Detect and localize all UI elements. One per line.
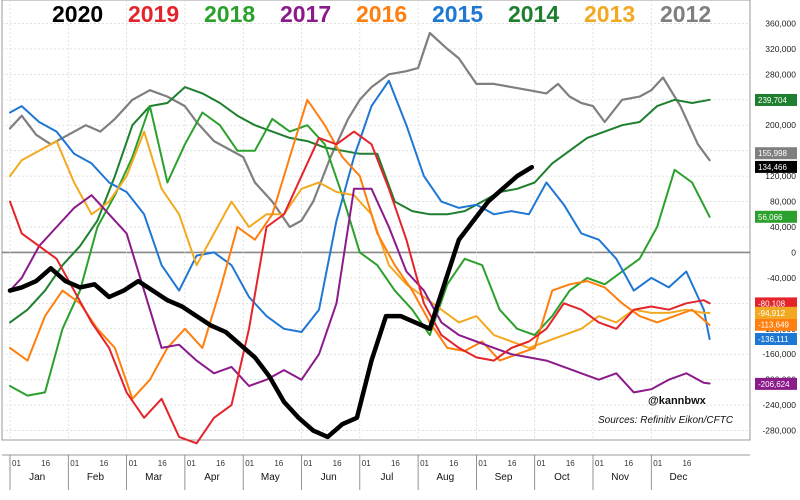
x-tick-label: 01 bbox=[245, 459, 254, 468]
x-tick-label: 16 bbox=[41, 459, 50, 468]
legend-item-2017: 2017 bbox=[280, 1, 331, 27]
x-tick-label: 01 bbox=[595, 459, 604, 468]
legend-item-2013: 2013 bbox=[584, 1, 635, 27]
month-label: Jun bbox=[321, 472, 337, 483]
end-label-text: 239,704 bbox=[758, 96, 787, 105]
legend-item-2016: 2016 bbox=[356, 1, 407, 27]
author-handle: @kannbwx bbox=[648, 395, 707, 407]
month-label: Sep bbox=[495, 472, 513, 483]
x-tick-label: 16 bbox=[449, 459, 458, 468]
legend-item-2020: 2020 bbox=[52, 1, 103, 27]
series-lines bbox=[7, 31, 711, 445]
series-line-2019 bbox=[9, 130, 711, 445]
end-label-text: -94,912 bbox=[758, 309, 786, 318]
month-label: May bbox=[261, 472, 280, 483]
y-tick-label: 200,000 bbox=[765, 120, 796, 130]
end-label-box bbox=[755, 333, 797, 346]
plot-frame bbox=[1, 0, 751, 441]
end-label-box bbox=[755, 93, 797, 106]
x-tick-label: 01 bbox=[129, 459, 138, 468]
x-tick-label: 16 bbox=[508, 459, 517, 468]
legend-item-2014: 2014 bbox=[508, 1, 559, 27]
x-tick-label: 16 bbox=[333, 459, 342, 468]
month-label: Dec bbox=[670, 472, 688, 483]
end-label-text: 56,066 bbox=[758, 213, 783, 222]
y-tick-label: 0 bbox=[791, 247, 796, 257]
y-tick-label: 360,000 bbox=[765, 18, 796, 28]
y-tick-label: -280,000 bbox=[762, 426, 796, 436]
legend-item-2018: 2018 bbox=[204, 1, 255, 27]
series-line-2017 bbox=[9, 187, 711, 394]
x-tick-label: 01 bbox=[187, 459, 196, 468]
end-label-text: 155,998 bbox=[758, 149, 787, 158]
x-tick-label: 01 bbox=[653, 459, 662, 468]
x-tick-label: 01 bbox=[70, 459, 79, 468]
end-label-box bbox=[755, 210, 797, 223]
end-label-box bbox=[755, 377, 797, 390]
month-label: Jul bbox=[381, 472, 394, 483]
series-line-2012 bbox=[8, 31, 711, 229]
legend: 2020 2019 2018 2017 2016 2015 2014 2013 2012 bbox=[52, 1, 711, 27]
end-label-box bbox=[755, 318, 797, 331]
y-tick-label: 80,000 bbox=[770, 197, 796, 207]
month-label: Oct bbox=[554, 472, 570, 483]
source-note: Sources: Refinitiv Eikon/CFTC bbox=[598, 415, 734, 426]
legend-item-2012: 2012 bbox=[660, 1, 711, 27]
month-label: Aug bbox=[436, 472, 454, 483]
x-tick-label: 16 bbox=[274, 459, 283, 468]
end-label-text: -113,649 bbox=[758, 321, 790, 330]
month-label: Feb bbox=[87, 472, 105, 483]
series-line-2015 bbox=[9, 79, 711, 340]
y-tick-label: -160,000 bbox=[762, 349, 796, 359]
y-tick-label: -240,000 bbox=[762, 400, 796, 410]
series-line-2013 bbox=[9, 130, 711, 349]
legend-item-2015: 2015 bbox=[432, 1, 483, 27]
month-label: Mar bbox=[145, 472, 163, 483]
series-line-2016 bbox=[9, 98, 711, 400]
x-tick-label: 16 bbox=[566, 459, 575, 468]
x-tick-label: 01 bbox=[362, 459, 371, 468]
x-tick-label: 16 bbox=[624, 459, 633, 468]
end-label-box bbox=[755, 297, 797, 310]
x-tick-label: 16 bbox=[682, 459, 691, 468]
x-tick-label: 01 bbox=[478, 459, 487, 468]
month-label: Jan bbox=[29, 472, 45, 483]
x-tick-label: 16 bbox=[158, 459, 167, 468]
end-label-box bbox=[755, 147, 797, 160]
x-tick-label: 01 bbox=[304, 459, 313, 468]
month-label: Nov bbox=[611, 472, 629, 483]
end-label-text: -206,624 bbox=[758, 380, 790, 389]
series-line-2014 bbox=[9, 86, 711, 324]
y-tick-label: 120,000 bbox=[765, 171, 796, 181]
month-label: Apr bbox=[204, 472, 220, 483]
end-labels: 239,704 155,998 134,466 56,066 -80,108-94,91… bbox=[755, 93, 797, 390]
x-tick-label: 16 bbox=[99, 459, 108, 468]
end-label-box bbox=[755, 160, 797, 173]
y-tick-label: -40,000 bbox=[767, 273, 796, 283]
legend-item-2019: 2019 bbox=[128, 1, 179, 27]
end-label-box bbox=[755, 306, 797, 319]
y-tick-label: 40,000 bbox=[770, 222, 796, 232]
series-line-2020 bbox=[7, 164, 535, 440]
x-tick-label: 16 bbox=[391, 459, 400, 468]
end-label-text: 134,466 bbox=[758, 163, 787, 172]
x-tick-label: 01 bbox=[12, 459, 21, 468]
x-tick-label: 16 bbox=[216, 459, 225, 468]
y-tick-label: 320,000 bbox=[765, 44, 796, 54]
y-tick-label: 280,000 bbox=[765, 69, 796, 79]
end-label-text: -80,108 bbox=[758, 299, 786, 308]
x-tick-label: 01 bbox=[420, 459, 429, 468]
end-label-text: -136,111 bbox=[758, 335, 789, 344]
series-line-2018 bbox=[9, 105, 711, 397]
x-tick-label: 01 bbox=[537, 459, 546, 468]
